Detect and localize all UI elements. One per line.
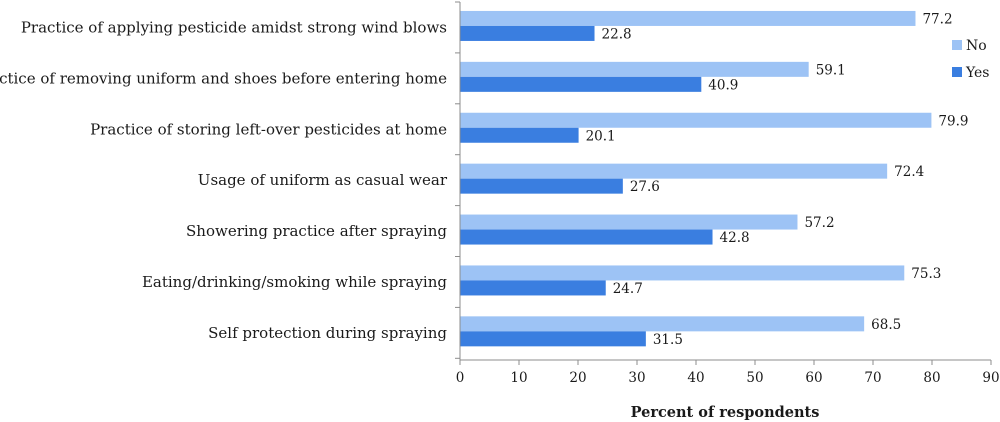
x-tick-label-7: 70 xyxy=(864,370,881,386)
value-label-yes-6: 31.5 xyxy=(653,332,683,348)
bar-no-4 xyxy=(460,214,798,230)
value-label-yes-4: 42.8 xyxy=(720,230,750,246)
x-tick-label-8: 80 xyxy=(923,370,940,386)
x-axis-title: Percent of respondents xyxy=(631,404,820,421)
category-labels-group: Practice of applying pesticide amidst st… xyxy=(0,18,448,341)
x-tick-label-2: 20 xyxy=(569,370,586,386)
bar-no-5 xyxy=(460,265,905,281)
legend-label-yes: Yes xyxy=(965,65,990,81)
category-label-6: Self protection during spraying xyxy=(208,324,447,342)
value-label-yes-0: 22.8 xyxy=(602,26,632,42)
bar-no-0 xyxy=(460,10,916,26)
bar-yes-0 xyxy=(460,25,595,41)
value-labels-group: 77.2 22.8 59.1 40.9 79.9 20.1 72.4 27.6 57.2 42.8… xyxy=(586,11,969,347)
x-tick-label-0: 0 xyxy=(456,370,465,386)
value-label-no-4: 57.2 xyxy=(804,215,834,231)
bar-no-1 xyxy=(460,61,809,77)
category-label-3: Usage of uniform as casual wear xyxy=(198,171,448,189)
value-label-yes-3: 27.6 xyxy=(630,179,660,195)
bar-no-2 xyxy=(460,112,932,128)
value-label-yes-2: 20.1 xyxy=(586,128,616,144)
bar-yes-2 xyxy=(460,127,579,143)
value-label-yes-1: 40.9 xyxy=(708,77,738,93)
value-label-no-1: 59.1 xyxy=(816,62,846,78)
value-label-no-0: 77.2 xyxy=(922,11,952,27)
category-label-5: Eating/drinking/smoking while spraying xyxy=(142,273,447,291)
category-label-0: Practice of applying pesticide amidst st… xyxy=(21,18,447,36)
value-label-no-5: 75.3 xyxy=(911,266,941,282)
x-tick-label-4: 40 xyxy=(687,370,704,386)
value-label-no-3: 72.4 xyxy=(894,164,924,180)
value-label-no-6: 68.5 xyxy=(871,317,901,333)
x-tick-label-6: 60 xyxy=(805,370,822,386)
x-tick-label-5: 50 xyxy=(746,370,763,386)
axes-group: 0 10 20 30 40 50 60 70 80 90 xyxy=(455,1,1000,386)
bar-no-3 xyxy=(460,163,888,179)
x-tick-label-1: 10 xyxy=(510,370,527,386)
category-label-1: Practice of removing uniform and shoes b… xyxy=(0,69,447,87)
bar-yes-3 xyxy=(460,178,623,194)
value-label-no-2: 79.9 xyxy=(938,113,968,129)
legend: No Yes xyxy=(952,38,990,81)
value-label-yes-5: 24.7 xyxy=(613,281,643,297)
legend-swatch-no xyxy=(952,40,962,50)
bar-yes-6 xyxy=(460,331,646,347)
legend-label-no: No xyxy=(966,38,987,54)
category-label-2: Practice of storing left-over pesticides… xyxy=(90,120,447,138)
bars-group xyxy=(460,10,932,347)
x-tick-label-3: 30 xyxy=(628,370,645,386)
bar-no-6 xyxy=(460,316,865,332)
bar-yes-4 xyxy=(460,229,713,245)
bar-yes-1 xyxy=(460,76,702,92)
x-tick-label-9: 90 xyxy=(982,370,999,386)
legend-swatch-yes xyxy=(952,67,962,77)
category-label-4: Showering practice after spraying xyxy=(186,222,447,240)
bar-yes-5 xyxy=(460,280,606,296)
